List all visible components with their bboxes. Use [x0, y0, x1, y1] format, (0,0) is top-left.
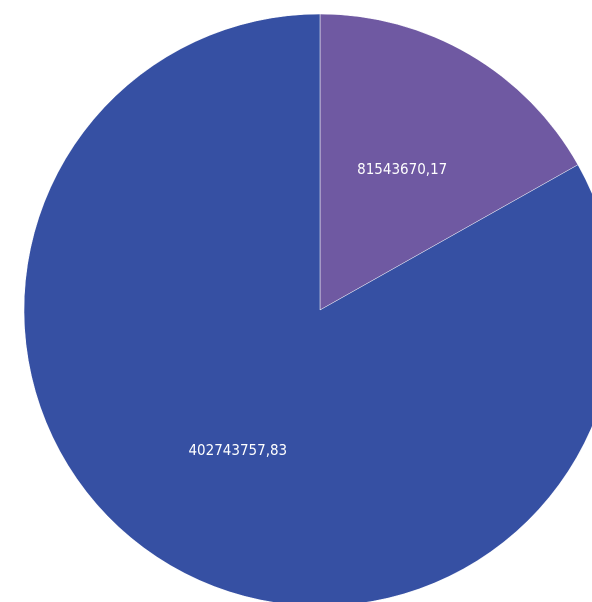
pie-slice-label-1: 402743757,83 — [188, 441, 287, 459]
slices-layer — [24, 14, 592, 602]
pie-slice-label-0: 81543670,17 — [357, 160, 447, 178]
